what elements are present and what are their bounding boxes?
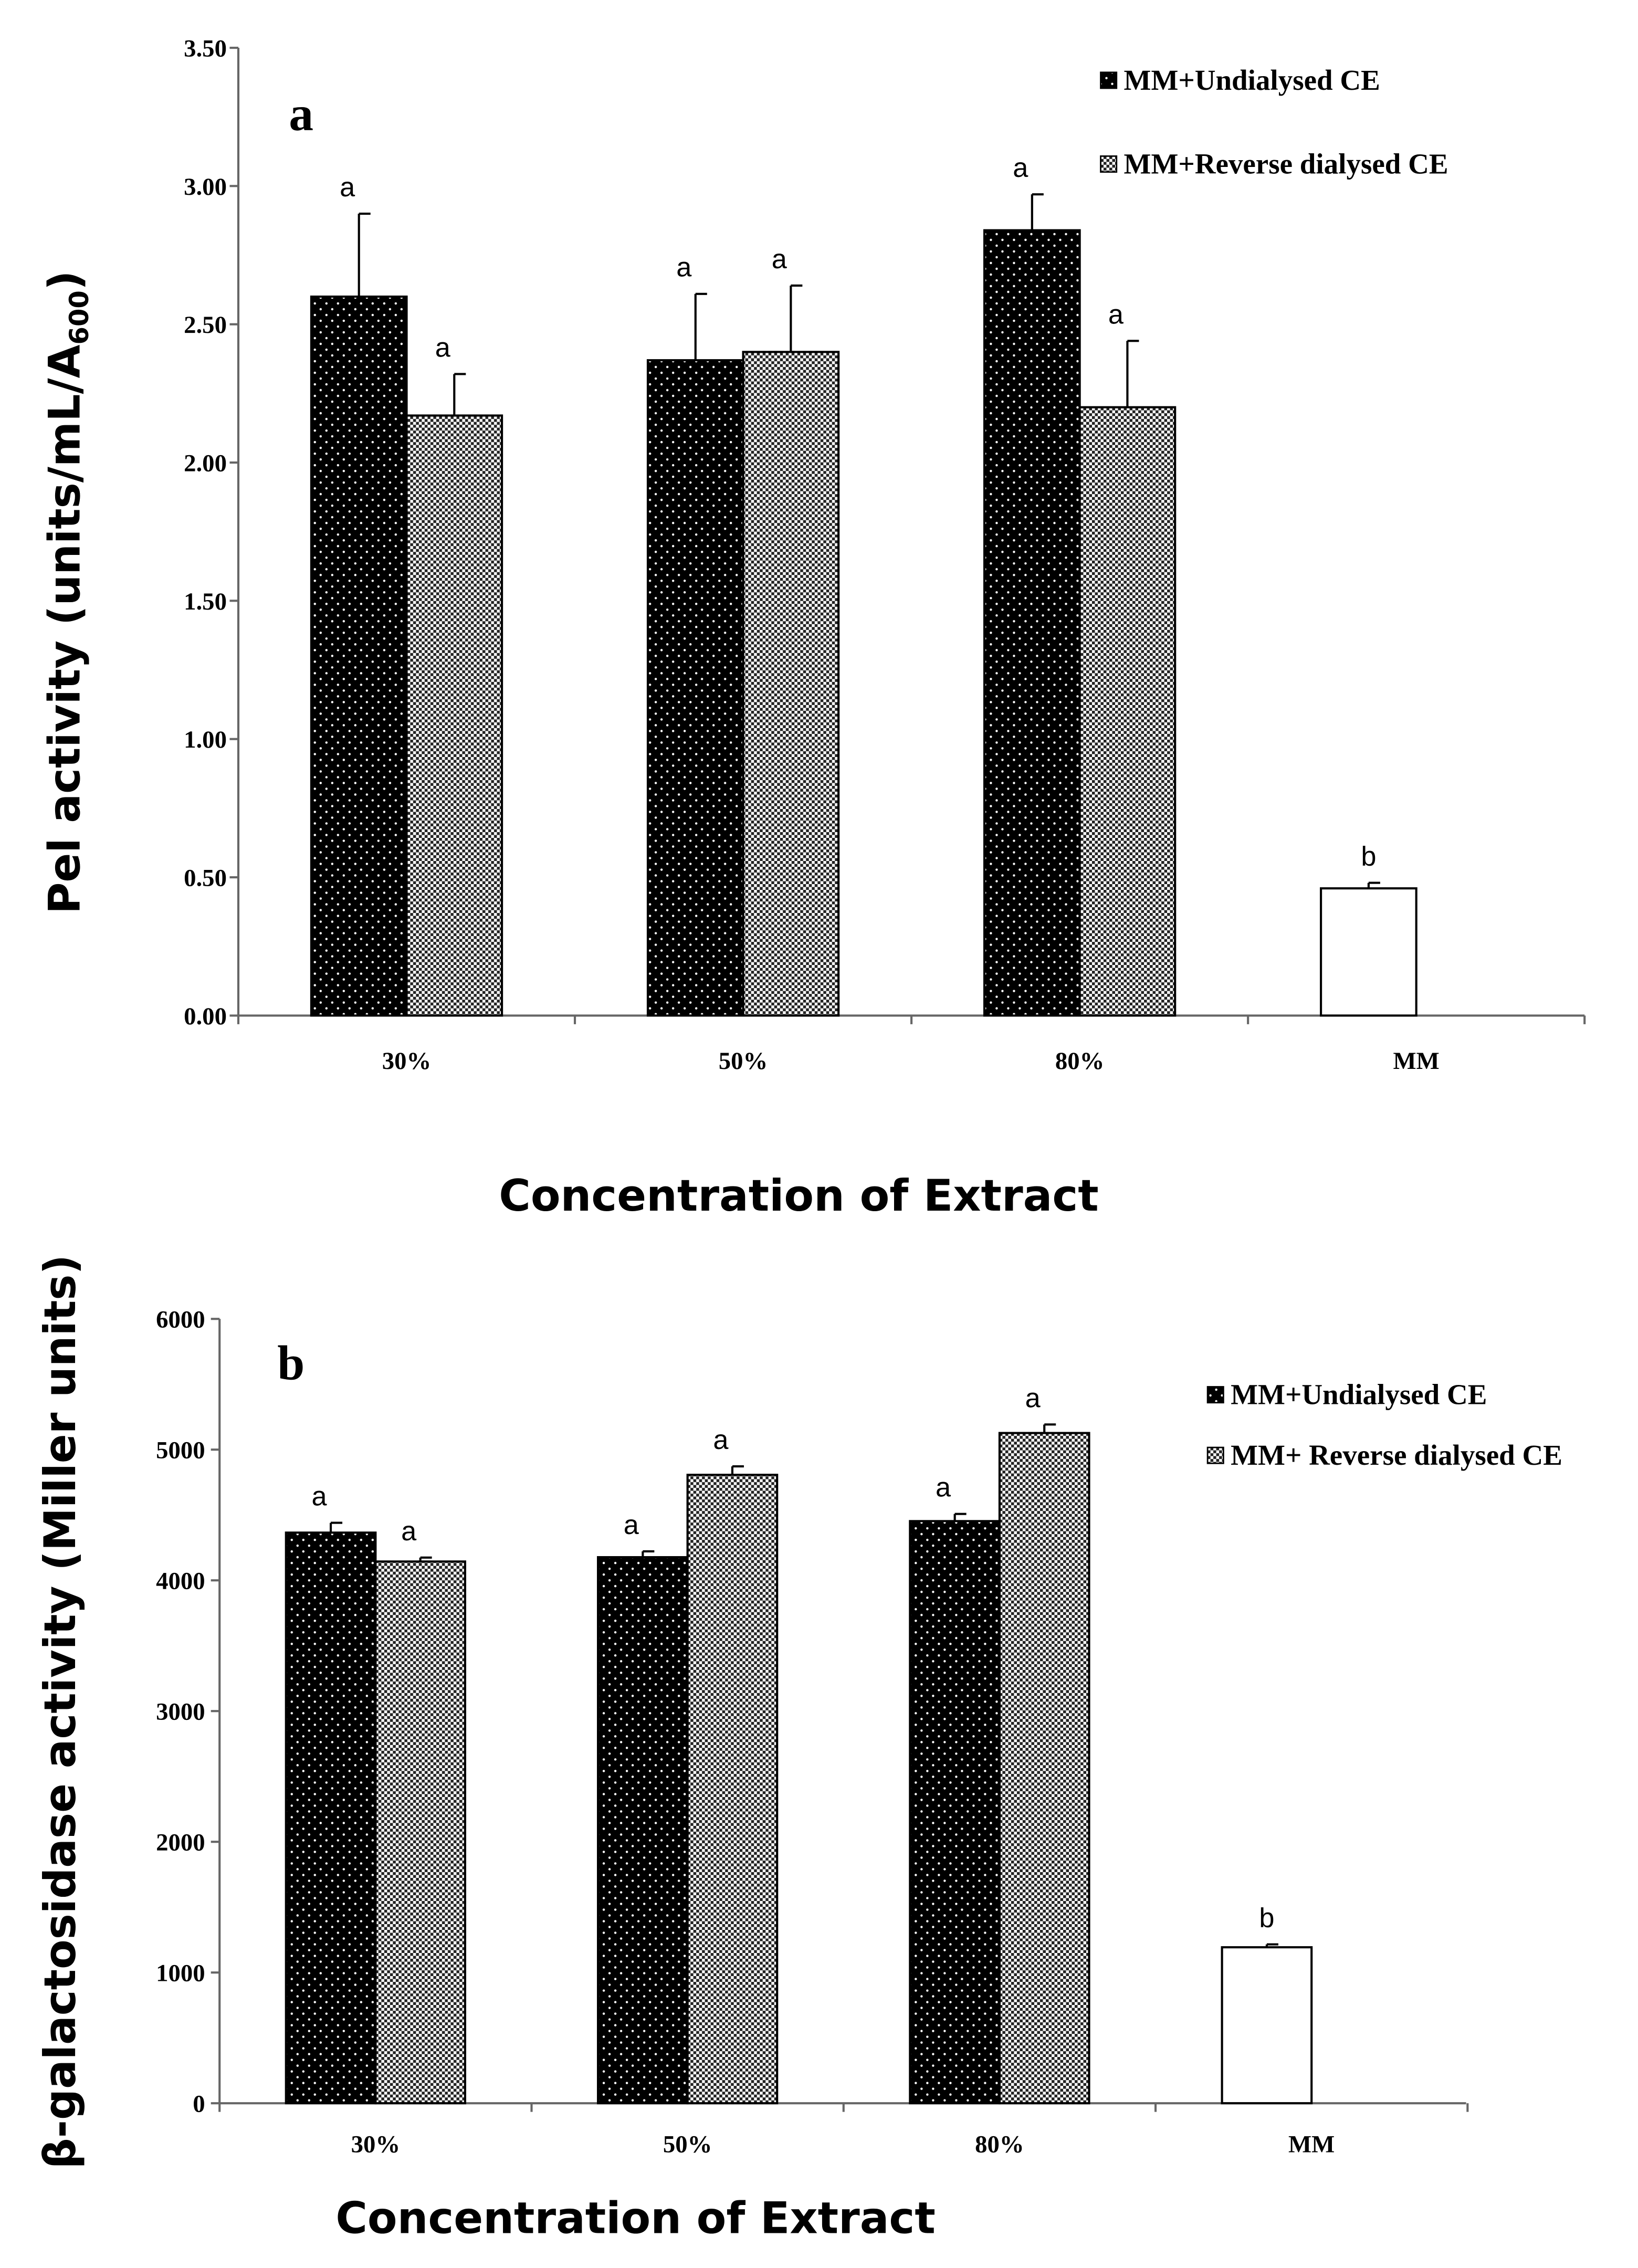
significance-letter: a (713, 1425, 729, 1455)
y-tick-label: 6000 (156, 1306, 205, 1334)
bar-dots (909, 1520, 1001, 2105)
x-axis-label: Concentration of Extract (499, 1171, 1098, 1221)
bar-dots (596, 1556, 689, 2105)
y-tick-label: 2000 (156, 1829, 205, 1856)
y-axis-label-main: Pel activity (units/mL/A (39, 344, 90, 914)
significance-letter: a (401, 1516, 417, 1547)
y-tick-label: 5000 (156, 1437, 205, 1464)
y-tick-label: 0.50 (184, 865, 227, 892)
y-axis-label: Pel activity (units/mL/A600) (39, 270, 94, 914)
significance-letter: a (435, 332, 451, 363)
chart-a: 0.00 0.50 1.00 1.50 2.00 2.50 3.00 3.50 30% 50% 80… (39, 35, 1586, 1221)
legend-label: MM+ Reverse dialysed CE (1231, 1439, 1562, 1471)
y-axis-label-main: β-galactosidase activity (Miller units) (35, 1255, 86, 2169)
bar-check (998, 1432, 1090, 2105)
bar-check (742, 351, 840, 1017)
significance-letter: a (312, 1482, 328, 1512)
legend-swatch-check (1206, 1446, 1224, 1464)
legend-swatch-dots (1206, 1386, 1224, 1404)
significance-letter: a (772, 244, 788, 275)
significance-letter: a (676, 253, 692, 283)
y-axis-label-subscript: 600 (64, 290, 94, 344)
x-tick-label: 80% (975, 2131, 1024, 2158)
y-tick-label: 3.00 (184, 173, 227, 201)
bar-check (1078, 406, 1177, 1017)
legend-label: MM+Reverse dialysed CE (1124, 148, 1448, 180)
bar-check (374, 1560, 466, 2105)
y-tick-label: 0.00 (184, 1003, 227, 1030)
x-tick-label: 30% (351, 2131, 401, 2158)
y-tick-label: 1.50 (184, 588, 227, 615)
panel-label: b (277, 1337, 304, 1391)
legend-swatch-check (1100, 155, 1118, 173)
x-tick-label: MM (1288, 2131, 1335, 2158)
y-tick-label: 3000 (156, 1698, 205, 1726)
chart-b: 0 1000 2000 3000 4000 5000 6000 30% 50% 80% MM a a a a… (35, 1255, 1562, 2244)
x-tick-label: MM (1393, 1047, 1440, 1075)
legend-label: MM+Undialysed CE (1231, 1378, 1487, 1410)
legend-swatch-dots (1100, 71, 1118, 89)
x-tick-label: 30% (382, 1047, 432, 1075)
y-axis-label-end: ) (39, 270, 90, 290)
significance-letter: a (1013, 153, 1028, 183)
y-tick-label: 3.50 (184, 35, 227, 62)
panel-label: a (289, 87, 313, 141)
significance-letter: a (624, 1510, 639, 1540)
bar-check (405, 414, 503, 1017)
significance-letter: a (1108, 299, 1124, 330)
significance-letter: a (1025, 1383, 1041, 1413)
bar-check (686, 1474, 779, 2105)
bar-white (1320, 887, 1418, 1017)
bar-dots (310, 295, 408, 1017)
y-tick-label: 0 (193, 2091, 205, 2118)
bar-dots (646, 359, 744, 1017)
y-tick-label: 2.50 (184, 311, 227, 339)
x-tick-label: 50% (719, 1047, 768, 1075)
significance-letter: b (1361, 842, 1376, 872)
x-axis-label: Concentration of Extract (335, 2193, 935, 2244)
y-tick-label: 2.00 (184, 450, 227, 477)
bar-dots (285, 1531, 377, 2105)
significance-letter: a (340, 172, 355, 203)
x-tick-label: 50% (663, 2131, 712, 2158)
y-tick-label: 4000 (156, 1568, 205, 1595)
bar-white (1221, 1946, 1313, 2105)
legend-label: MM+Undialysed CE (1124, 64, 1380, 96)
significance-letter: a (936, 1473, 951, 1503)
significance-letter: b (1259, 1903, 1274, 1934)
bar-dots (983, 229, 1081, 1017)
y-axis-label: β-galactosidase activity (Miller units) (35, 1255, 86, 2169)
x-tick-label: 80% (1055, 1047, 1105, 1075)
y-tick-label: 1000 (156, 1960, 205, 1987)
y-tick-label: 1.00 (184, 726, 227, 753)
